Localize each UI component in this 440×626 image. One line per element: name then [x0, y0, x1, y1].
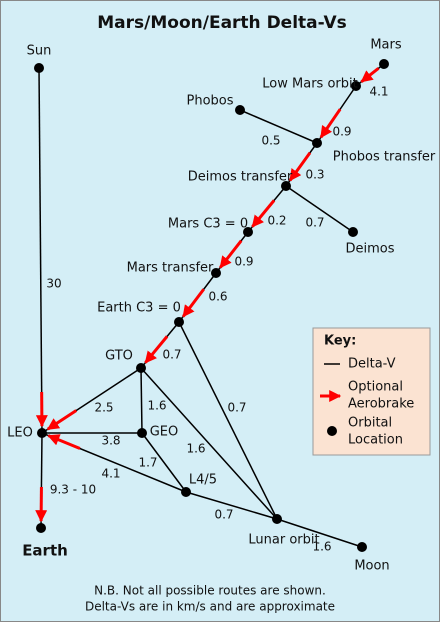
- node-label: Earth C3 = 0: [97, 301, 181, 316]
- node: [181, 487, 191, 497]
- edge-label: 30: [46, 277, 61, 291]
- node-label: Lunar orbit: [248, 533, 319, 548]
- node-label: Deimos transfer: [188, 170, 293, 185]
- edge-label: 0.7: [305, 216, 324, 230]
- node-label: Mars transfer: [127, 261, 214, 276]
- node-label: GEO: [150, 425, 179, 440]
- edge-label: 0.9: [234, 255, 253, 269]
- node-label: Low Mars orbit: [262, 77, 357, 92]
- edge-label: 4.1: [369, 85, 388, 99]
- node: [272, 514, 282, 524]
- edge: [141, 368, 142, 433]
- edge-label: 1.6: [147, 399, 166, 413]
- key: Key: Delta-V Optional Aerobrake Orbital …: [313, 328, 430, 455]
- node: [174, 317, 184, 327]
- node-label: Mars: [370, 38, 402, 53]
- edge-label: 2.5: [94, 401, 113, 415]
- node-label: GTO: [105, 349, 133, 364]
- key-title: Key:: [324, 334, 356, 349]
- node-label: LEO: [7, 426, 33, 441]
- title: Mars/Moon/Earth Delta-Vs: [97, 13, 346, 33]
- edge-label: 0.3: [305, 168, 324, 182]
- edge-label: 0.5: [261, 134, 280, 148]
- key-location: Orbital: [348, 416, 392, 431]
- key-aerobrake: Aerobrake: [348, 397, 414, 412]
- edge-label: 0.7: [162, 348, 181, 362]
- edge-label: 0.7: [227, 401, 246, 415]
- edge-label: 0.7: [214, 508, 233, 522]
- node: [37, 428, 47, 438]
- node: [312, 138, 322, 148]
- node-label: Moon: [354, 559, 389, 574]
- node-label: Sun: [27, 44, 52, 59]
- node-label: Earth: [22, 542, 68, 560]
- edge-label: 1.6: [186, 442, 205, 456]
- edge-label: 1.7: [138, 456, 157, 470]
- edge-label: 0.6: [208, 290, 227, 304]
- node-label: Mars C3 = 0: [168, 217, 248, 232]
- edge-label: 0.9: [332, 125, 351, 139]
- key-dot: [327, 426, 337, 436]
- node: [379, 59, 389, 69]
- node: [235, 105, 245, 115]
- key-delta-v: Delta-V: [348, 357, 396, 372]
- node: [357, 542, 367, 552]
- node-label: Phobos transfer: [333, 150, 436, 165]
- node: [36, 523, 46, 533]
- node: [34, 63, 44, 73]
- edge-label: 9.3 - 10: [50, 483, 96, 497]
- node-label: Deimos: [345, 242, 394, 257]
- node: [137, 428, 147, 438]
- note: N.B. Not all possible routes are shown.: [94, 584, 326, 598]
- key-location: Location: [348, 433, 403, 448]
- node: [348, 227, 358, 237]
- node-label: L4/5: [189, 473, 217, 488]
- edge-label: 3.8: [101, 434, 120, 448]
- edge-label: 4.1: [101, 467, 120, 481]
- node-label: Phobos: [186, 94, 233, 109]
- note: Delta-Vs are in km/s and are approximate: [85, 600, 335, 614]
- edge-label: 0.2: [267, 214, 286, 228]
- key-aerobrake: Optional: [348, 380, 403, 395]
- node: [136, 363, 146, 373]
